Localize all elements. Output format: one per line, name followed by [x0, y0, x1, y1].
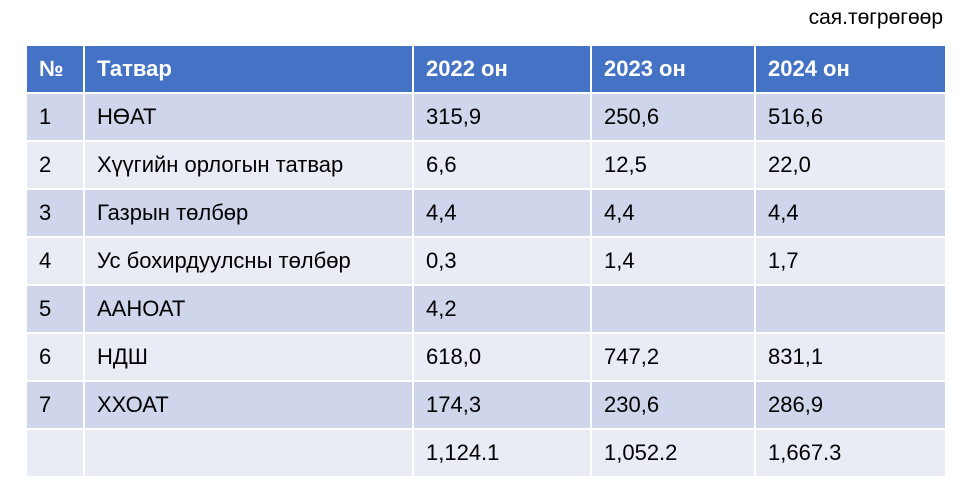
table-cell: Хүүгийн орлогын татвар	[83, 140, 414, 190]
table-cell: 6,6	[412, 140, 592, 190]
table-cell: Ус бохирдуулсны төлбөр	[83, 236, 414, 286]
table-row: 1,124.1 1,052.2 1,667.3	[25, 428, 947, 478]
table-cell: 4,2	[412, 284, 592, 334]
table-cell	[25, 428, 85, 478]
table-cell: 1	[25, 92, 85, 142]
tax-table: № Татвар 2022 он 2023 он 2024 он 1 НӨАТ 315,9 2…	[25, 44, 947, 478]
table-cell: 174,3	[412, 380, 592, 430]
header-cell: Татвар	[83, 44, 414, 94]
header-cell: 2023 он	[590, 44, 756, 94]
table-cell: 747,2	[590, 332, 756, 382]
table-body: 1 НӨАТ 315,9 250,6 516,6 2 Хүүгийн орлогын тат…	[25, 92, 947, 478]
table-row: 4 Ус бохирдуулсны төлбөр 0,3 1,4 1,7	[25, 236, 947, 286]
table-cell: 0,3	[412, 236, 592, 286]
table-cell: 12,5	[590, 140, 756, 190]
table-cell: 6	[25, 332, 85, 382]
table-cell: 4,4	[754, 188, 947, 238]
table-row: 6 НДШ 618,0 747,2 831,1	[25, 332, 947, 382]
table-cell: ААНОАТ	[83, 284, 414, 334]
table-cell	[754, 284, 947, 334]
table-row: 7 ХХОАТ 174,3 230,6 286,9	[25, 380, 947, 430]
table-cell: 1,4	[590, 236, 756, 286]
table-cell: 4	[25, 236, 85, 286]
unit-note: сая.төгрөгөөр	[808, 6, 943, 29]
table-cell: 3	[25, 188, 85, 238]
table-cell: 1,052.2	[590, 428, 756, 478]
table-cell: 250,6	[590, 92, 756, 142]
table-row: 3 Газрын төлбөр 4,4 4,4 4,4	[25, 188, 947, 238]
table-cell: 315,9	[412, 92, 592, 142]
table-cell: Газрын төлбөр	[83, 188, 414, 238]
table-cell: 831,1	[754, 332, 947, 382]
table-cell: 7	[25, 380, 85, 430]
table-cell: 1,7	[754, 236, 947, 286]
table-cell: 618,0	[412, 332, 592, 382]
header-row: № Татвар 2022 он 2023 он 2024 он	[25, 44, 947, 94]
table-cell	[590, 284, 756, 334]
table-cell: НДШ	[83, 332, 414, 382]
table-cell: 5	[25, 284, 85, 334]
table-cell: 516,6	[754, 92, 947, 142]
header-cell: №	[25, 44, 85, 94]
table-cell: 4,4	[590, 188, 756, 238]
header-cell: 2022 он	[412, 44, 592, 94]
table-cell: 286,9	[754, 380, 947, 430]
table-cell: 1,667.3	[754, 428, 947, 478]
table-cell: 230,6	[590, 380, 756, 430]
table-cell	[83, 428, 414, 478]
table-cell: 4,4	[412, 188, 592, 238]
table-cell: 22,0	[754, 140, 947, 190]
table-row: 1 НӨАТ 315,9 250,6 516,6	[25, 92, 947, 142]
table-cell: НӨАТ	[83, 92, 414, 142]
header-cell: 2024 он	[754, 44, 947, 94]
table-cell: ХХОАТ	[83, 380, 414, 430]
table-cell: 2	[25, 140, 85, 190]
table-row: 2 Хүүгийн орлогын татвар 6,6 12,5 22,0	[25, 140, 947, 190]
table-row: 5 ААНОАТ 4,2	[25, 284, 947, 334]
table-cell: 1,124.1	[412, 428, 592, 478]
